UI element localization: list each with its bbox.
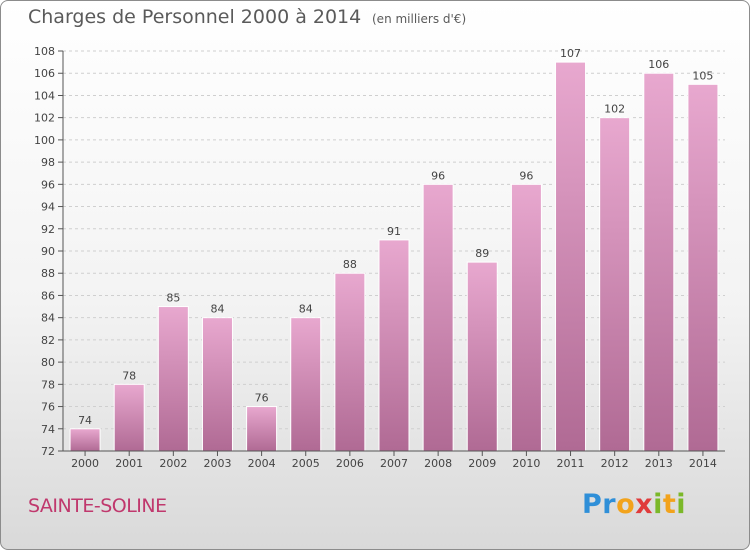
y-tick-label: 102 bbox=[34, 112, 55, 125]
bar bbox=[466, 261, 498, 452]
y-tick-label: 72 bbox=[41, 445, 55, 458]
y-tick-label: 96 bbox=[41, 178, 55, 191]
bar bbox=[510, 183, 542, 452]
bar bbox=[687, 83, 719, 452]
y-tick-label: 90 bbox=[41, 245, 55, 258]
bar-value-label: 74 bbox=[78, 414, 92, 427]
bar bbox=[246, 406, 278, 452]
y-tick-label: 94 bbox=[41, 201, 55, 214]
bar-value-label: 76 bbox=[255, 392, 269, 405]
y-tick-label: 78 bbox=[41, 378, 55, 391]
y-tick-label: 106 bbox=[34, 67, 55, 80]
bar-value-label: 91 bbox=[387, 225, 401, 238]
bar-value-label: 88 bbox=[343, 258, 357, 271]
x-tick-label: 2003 bbox=[203, 457, 231, 470]
x-tick-label: 2010 bbox=[512, 457, 540, 470]
proxiti-logo[interactable]: Proxiti bbox=[582, 489, 687, 520]
y-tick-label: 80 bbox=[41, 356, 55, 369]
bar bbox=[334, 272, 366, 452]
x-tick-label: 2000 bbox=[71, 457, 99, 470]
x-tick-label: 2008 bbox=[424, 457, 452, 470]
bar-value-label: 89 bbox=[475, 247, 489, 260]
bar-value-label: 105 bbox=[692, 69, 713, 82]
bar bbox=[201, 317, 233, 452]
bar-value-label: 106 bbox=[648, 58, 669, 71]
x-tick-label: 2013 bbox=[645, 457, 673, 470]
bar bbox=[69, 428, 101, 452]
y-tick-label: 86 bbox=[41, 289, 55, 302]
x-tick-label: 2012 bbox=[601, 457, 629, 470]
bar-value-label: 107 bbox=[560, 47, 581, 60]
x-tick-label: 2006 bbox=[336, 457, 364, 470]
bars bbox=[69, 61, 719, 452]
x-tick-label: 2014 bbox=[689, 457, 717, 470]
chart-subtitle: (en milliers d'€) bbox=[372, 12, 467, 26]
y-tick-label: 104 bbox=[34, 89, 55, 102]
bar bbox=[378, 239, 410, 452]
y-tick-label: 108 bbox=[34, 45, 55, 58]
y-tick-label: 88 bbox=[41, 267, 55, 280]
y-tick-label: 84 bbox=[41, 312, 55, 325]
bar bbox=[290, 317, 322, 452]
bar bbox=[555, 61, 587, 452]
x-tick-label: 2009 bbox=[468, 457, 496, 470]
bar bbox=[422, 183, 454, 452]
commune-name: SAINTE-SOLINE bbox=[28, 495, 167, 517]
x-tick-label: 2004 bbox=[248, 457, 276, 470]
x-tick-label: 2005 bbox=[292, 457, 320, 470]
bar-value-label: 96 bbox=[431, 169, 445, 182]
y-tick-label: 76 bbox=[41, 401, 55, 414]
bar bbox=[113, 383, 145, 452]
x-tick-label: 2001 bbox=[115, 457, 143, 470]
bar bbox=[643, 72, 675, 452]
axes bbox=[58, 50, 725, 456]
y-tick-label: 100 bbox=[34, 134, 55, 147]
y-tick-label: 74 bbox=[41, 423, 55, 436]
chart-title: Charges de Personnel 2000 à 2014 bbox=[28, 6, 362, 28]
bar-value-label: 102 bbox=[604, 103, 625, 116]
bar bbox=[599, 117, 631, 452]
y-tick-label: 92 bbox=[41, 223, 55, 236]
x-tick-label: 2002 bbox=[159, 457, 187, 470]
x-tick-label: 2011 bbox=[557, 457, 585, 470]
y-tick-label: 98 bbox=[41, 156, 55, 169]
bar-value-label: 78 bbox=[122, 369, 136, 382]
bar-value-label: 84 bbox=[299, 303, 313, 316]
bar bbox=[157, 306, 189, 452]
bar-value-label: 84 bbox=[210, 303, 224, 316]
y-tick-label: 82 bbox=[41, 334, 55, 347]
bar-value-label: 85 bbox=[166, 292, 180, 305]
bar-value-label: 96 bbox=[519, 169, 533, 182]
x-tick-label: 2007 bbox=[380, 457, 408, 470]
labels: 72 74 76 78 80 82 84 86 88 90 92 94 96 98 100 102 104 106… bbox=[34, 45, 717, 470]
